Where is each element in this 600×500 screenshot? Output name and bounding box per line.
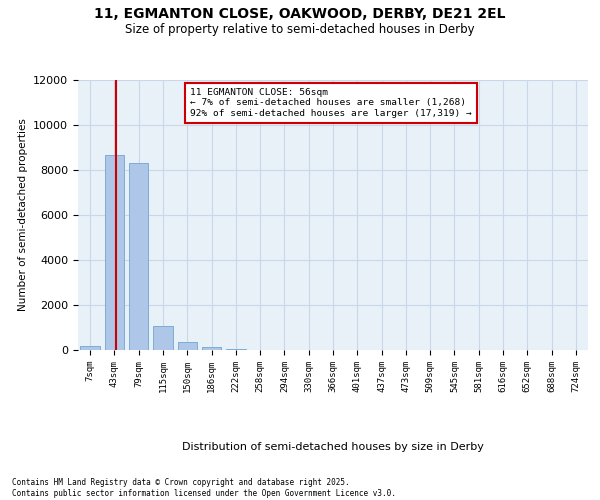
Bar <box>129 163 148 350</box>
Y-axis label: Number of semi-detached properties: Number of semi-detached properties <box>17 118 28 312</box>
Bar <box>153 326 173 350</box>
Text: 11, EGMANTON CLOSE, OAKWOOD, DERBY, DE21 2EL: 11, EGMANTON CLOSE, OAKWOOD, DERBY, DE21… <box>94 8 506 22</box>
Bar <box>178 342 197 350</box>
Bar <box>202 348 221 350</box>
Text: 11 EGMANTON CLOSE: 56sqm
← 7% of semi-detached houses are smaller (1,268)
92% of: 11 EGMANTON CLOSE: 56sqm ← 7% of semi-de… <box>190 88 472 118</box>
Bar <box>80 346 100 350</box>
Text: Distribution of semi-detached houses by size in Derby: Distribution of semi-detached houses by … <box>182 442 484 452</box>
Text: Size of property relative to semi-detached houses in Derby: Size of property relative to semi-detach… <box>125 22 475 36</box>
Bar <box>226 349 245 350</box>
Bar <box>105 156 124 350</box>
Text: Contains HM Land Registry data © Crown copyright and database right 2025.
Contai: Contains HM Land Registry data © Crown c… <box>12 478 396 498</box>
